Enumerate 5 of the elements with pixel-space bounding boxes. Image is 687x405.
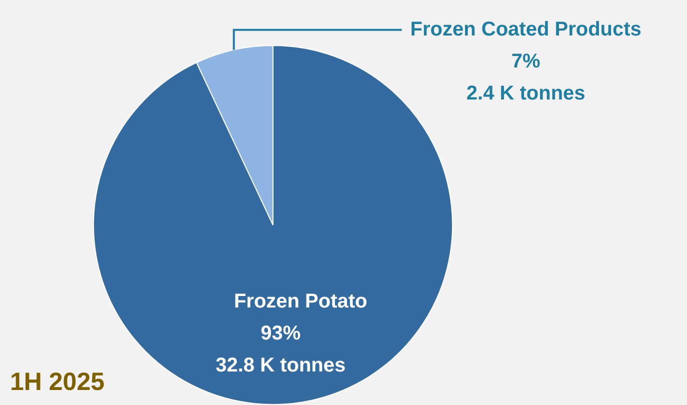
slice-label: Frozen Potato	[234, 290, 368, 312]
data-label: 7% 2.4 K tonnes	[466, 50, 586, 104]
slice-label: Frozen Coated Products	[410, 18, 642, 40]
data-label: 93% 32.8 K tonnes	[216, 322, 346, 376]
text: 1H 2025	[10, 368, 105, 397]
